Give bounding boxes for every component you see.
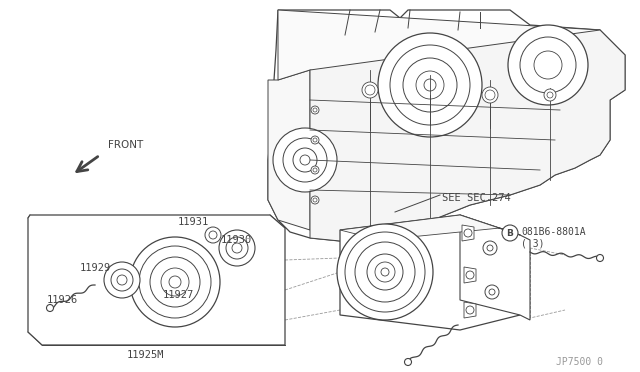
Circle shape xyxy=(483,241,497,255)
Circle shape xyxy=(150,257,200,307)
Circle shape xyxy=(313,168,317,172)
Circle shape xyxy=(345,232,425,312)
Circle shape xyxy=(362,82,378,98)
Polygon shape xyxy=(268,10,625,242)
Circle shape xyxy=(300,155,310,165)
Polygon shape xyxy=(340,215,520,240)
Polygon shape xyxy=(464,302,476,318)
Polygon shape xyxy=(28,215,285,345)
Text: 081B6-8801A: 081B6-8801A xyxy=(521,227,586,237)
Circle shape xyxy=(482,87,498,103)
Circle shape xyxy=(416,71,444,99)
Circle shape xyxy=(375,262,395,282)
Circle shape xyxy=(378,33,482,137)
Circle shape xyxy=(466,271,474,279)
Circle shape xyxy=(161,268,189,296)
Circle shape xyxy=(466,306,474,314)
Circle shape xyxy=(311,196,319,204)
Circle shape xyxy=(209,231,217,239)
Polygon shape xyxy=(462,225,474,241)
Text: 11930: 11930 xyxy=(220,235,252,245)
Circle shape xyxy=(117,275,127,285)
Circle shape xyxy=(365,85,375,95)
Circle shape xyxy=(313,138,317,142)
Circle shape xyxy=(219,230,255,266)
Circle shape xyxy=(502,225,518,241)
Circle shape xyxy=(111,269,133,291)
Circle shape xyxy=(534,51,562,79)
Polygon shape xyxy=(278,10,600,120)
Circle shape xyxy=(403,58,457,112)
Text: B: B xyxy=(507,228,513,237)
Circle shape xyxy=(104,262,140,298)
Circle shape xyxy=(596,254,604,262)
Circle shape xyxy=(205,227,221,243)
Text: ( 3): ( 3) xyxy=(521,238,545,248)
Polygon shape xyxy=(464,267,476,283)
Circle shape xyxy=(487,245,493,251)
Circle shape xyxy=(464,229,472,237)
Circle shape xyxy=(485,90,495,100)
Circle shape xyxy=(226,237,248,259)
Circle shape xyxy=(381,268,389,276)
Circle shape xyxy=(169,276,181,288)
Text: 11931: 11931 xyxy=(177,217,209,227)
Circle shape xyxy=(283,138,327,182)
Polygon shape xyxy=(340,215,520,330)
Text: 11927: 11927 xyxy=(163,290,194,300)
Text: 11929: 11929 xyxy=(79,263,111,273)
Text: JP7500 0: JP7500 0 xyxy=(557,357,604,367)
Circle shape xyxy=(311,166,319,174)
Circle shape xyxy=(520,37,576,93)
Circle shape xyxy=(355,242,415,302)
Circle shape xyxy=(367,254,403,290)
Circle shape xyxy=(47,305,54,311)
Text: 11926: 11926 xyxy=(46,295,77,305)
Circle shape xyxy=(424,79,436,91)
Circle shape xyxy=(404,359,412,366)
Circle shape xyxy=(313,108,317,112)
Circle shape xyxy=(485,285,499,299)
Polygon shape xyxy=(460,215,530,320)
Circle shape xyxy=(390,45,470,125)
Polygon shape xyxy=(310,30,625,242)
Circle shape xyxy=(313,198,317,202)
Circle shape xyxy=(547,92,553,98)
Circle shape xyxy=(130,237,220,327)
Circle shape xyxy=(293,148,317,172)
Circle shape xyxy=(273,128,337,192)
Circle shape xyxy=(139,246,211,318)
Circle shape xyxy=(311,106,319,114)
Circle shape xyxy=(489,289,495,295)
Circle shape xyxy=(232,243,242,253)
Circle shape xyxy=(311,136,319,144)
Circle shape xyxy=(544,89,556,101)
Circle shape xyxy=(337,224,433,320)
Text: 11925M: 11925M xyxy=(126,350,164,360)
Polygon shape xyxy=(268,70,310,230)
Text: SEE SEC.274: SEE SEC.274 xyxy=(442,193,511,203)
Text: FRONT: FRONT xyxy=(108,140,143,150)
Circle shape xyxy=(508,25,588,105)
